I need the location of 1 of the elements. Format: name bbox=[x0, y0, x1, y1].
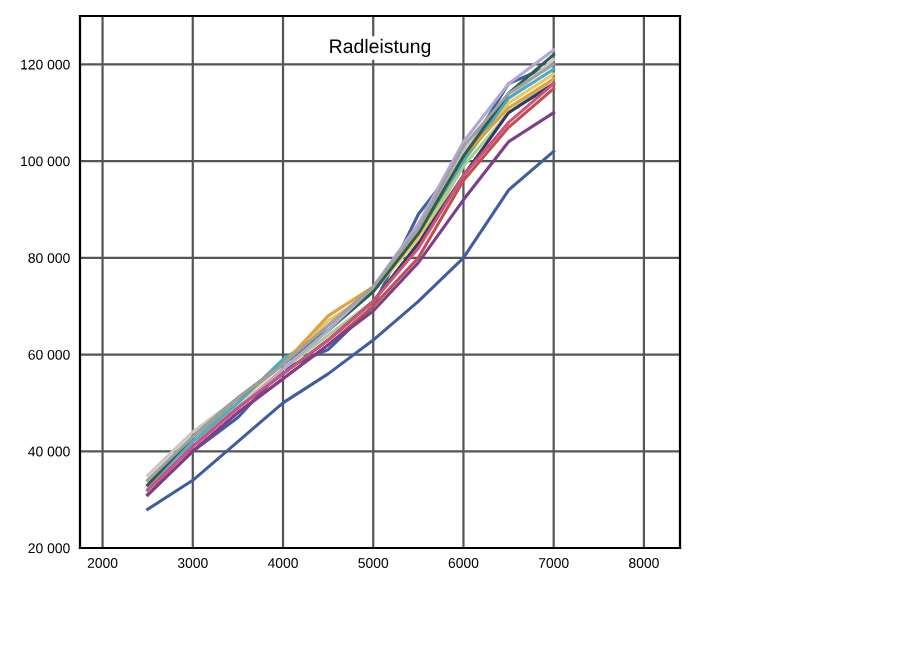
text: Radleistung bbox=[330, 38, 431, 57]
